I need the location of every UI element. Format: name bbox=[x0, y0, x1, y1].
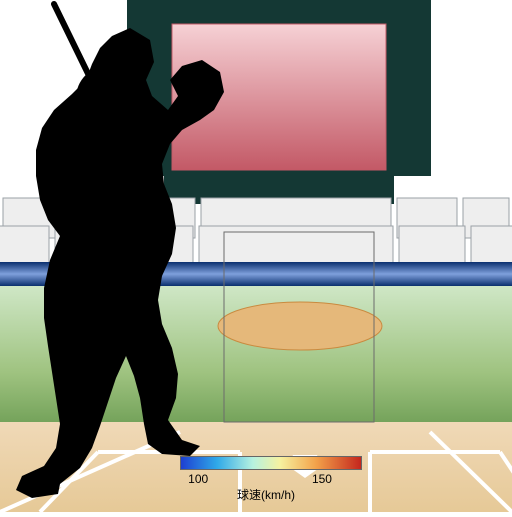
chart-svg bbox=[0, 0, 512, 512]
colorbar-label: 球速(km/h) bbox=[237, 486, 295, 503]
pitch-chart: 100 150 球速(km/h) bbox=[0, 0, 512, 512]
colorbar-tick: 150 bbox=[312, 472, 332, 486]
colorbar-tick: 100 bbox=[188, 472, 208, 486]
colorbar-gradient bbox=[180, 456, 362, 470]
colorbar: 100 150 bbox=[180, 456, 362, 488]
scoreboard bbox=[127, 0, 431, 204]
